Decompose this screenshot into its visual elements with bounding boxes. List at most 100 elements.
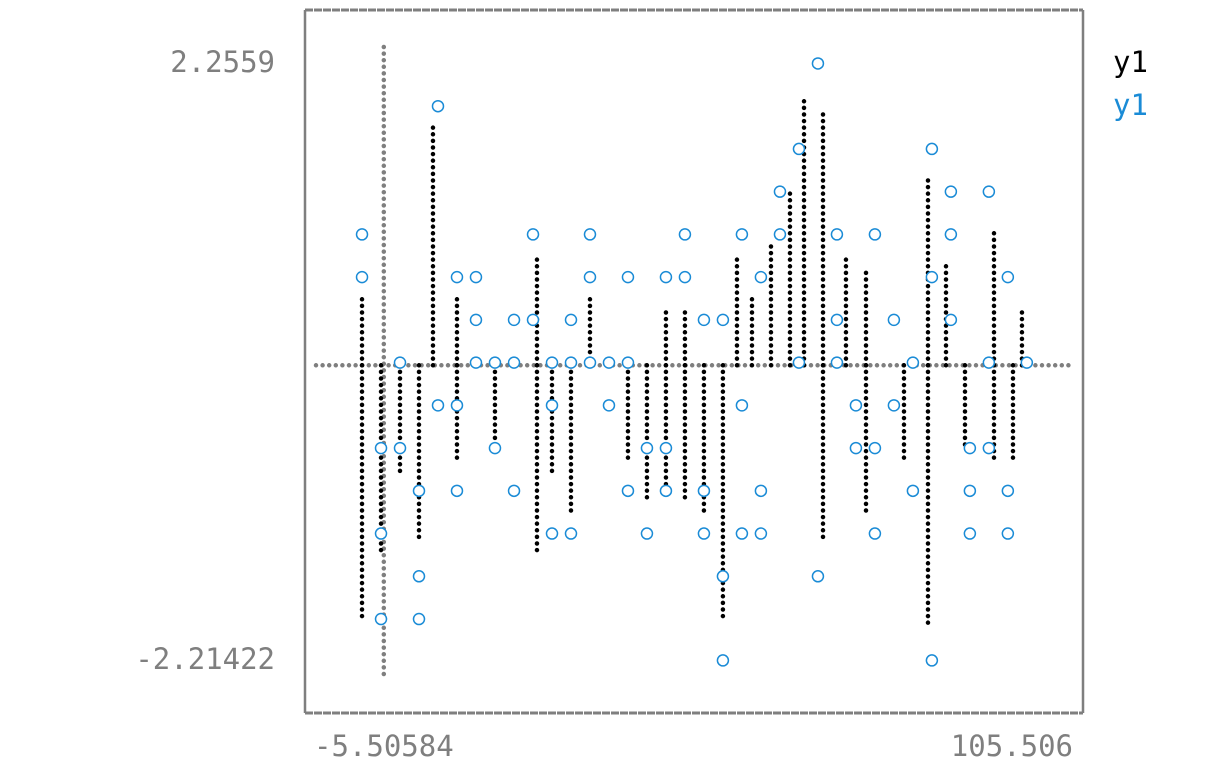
legend-entry: y1 [1113,45,1148,79]
point [507,484,521,498]
point [944,185,958,198]
point [393,441,407,455]
point [754,527,768,540]
point [735,399,749,412]
point [735,527,749,540]
point [602,356,616,369]
point [412,484,426,498]
point [982,441,996,455]
point [868,527,882,540]
point [697,527,711,540]
point [507,356,521,369]
point [906,484,920,498]
point [526,228,540,241]
point [963,484,977,498]
point [925,142,939,156]
point [469,313,483,327]
point [716,654,730,667]
point [887,399,901,412]
point [754,270,768,284]
point [412,570,426,583]
point [1001,270,1015,284]
point [925,654,939,667]
point [640,527,654,540]
point [450,270,464,284]
point [564,527,578,540]
point [659,484,673,498]
point [1001,484,1015,498]
point [811,57,825,70]
point [621,484,635,498]
point [564,356,578,369]
point [488,441,502,455]
point [868,228,882,241]
y-tick-label: 2.2559 [170,45,275,79]
point [830,228,844,241]
point [412,612,426,626]
point [944,313,958,327]
point [545,356,559,369]
point [906,356,920,369]
point [488,356,502,369]
point [792,142,806,156]
point [526,313,540,327]
point [621,356,635,369]
point [507,313,521,327]
point [849,441,863,455]
point [678,228,692,241]
point [564,313,578,327]
point [697,313,711,327]
point [697,484,711,498]
point [1001,527,1015,540]
point [716,570,730,583]
point [792,356,806,369]
point [830,313,844,327]
point [678,270,692,284]
point [659,270,673,284]
y-tick-label: -2.21422 [135,642,275,676]
point [963,441,977,455]
point [754,484,768,498]
point [583,270,597,284]
x-tick-label: 105.506 [951,729,1073,763]
point [602,399,616,412]
point [811,570,825,583]
x-tick-label: -5.50584 [314,729,454,763]
point [545,527,559,540]
point [431,99,445,113]
point [374,441,388,455]
frame [303,8,1085,715]
point [963,527,977,540]
point [431,399,445,412]
point [1020,356,1034,369]
point [944,228,958,241]
point [925,270,939,284]
point [887,313,901,327]
point [469,270,483,284]
point [450,484,464,498]
point [355,228,369,241]
point [621,270,635,284]
point [355,270,369,284]
point [374,527,388,540]
point [982,185,996,198]
point [868,441,882,455]
point [773,185,787,198]
point [716,313,730,327]
point [583,228,597,241]
point [773,228,787,241]
point [659,441,673,455]
point [374,612,388,626]
legend-entry: y1 [1113,88,1148,122]
point [583,356,597,369]
point [830,356,844,369]
point [469,356,483,369]
point [849,399,863,412]
point [735,228,749,241]
point [982,356,996,369]
point [450,399,464,412]
point [545,399,559,412]
point [393,356,407,369]
point [640,441,654,455]
